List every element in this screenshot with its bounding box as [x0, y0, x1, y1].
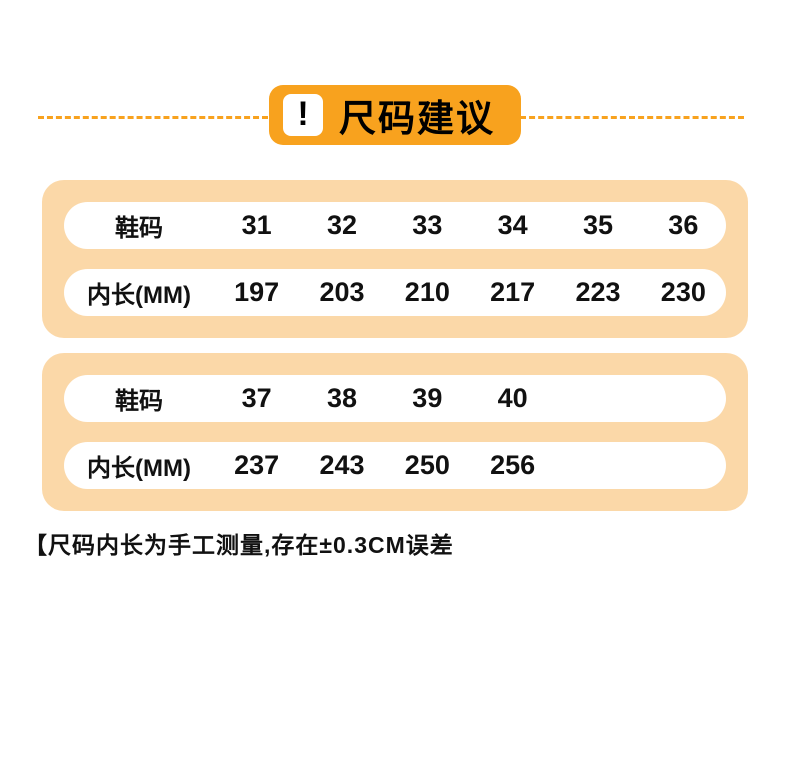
dashed-divider-left [38, 116, 268, 119]
row-label: 内长(MM) [87, 455, 191, 482]
size-cell: 36 [668, 210, 699, 240]
table-row-inner-length: 内长(MM) 197 203 210 217 223 230 [64, 269, 726, 316]
size-advice-badge: ! 尺码建议 [269, 85, 521, 145]
table-row-shoe-size: 鞋码 37 38 39 40 [64, 375, 726, 422]
size-cell: 33 [412, 210, 443, 240]
row-label: 鞋码 [115, 388, 163, 415]
length-cell: 203 [319, 277, 365, 307]
size-cell: 34 [497, 210, 528, 240]
length-cell: 217 [490, 277, 536, 307]
exclamation-icon: ! [283, 94, 323, 136]
size-table-31-36: 鞋码 31 32 33 34 35 36 内长(MM) 197 203 210 … [42, 180, 748, 338]
length-cell: 197 [234, 277, 280, 307]
size-advice-header: ! 尺码建议 [0, 85, 790, 145]
dashed-divider-right [520, 116, 744, 119]
length-cell: 237 [234, 450, 280, 480]
length-cell: 210 [404, 277, 450, 307]
table-row-shoe-size: 鞋码 31 32 33 34 35 36 [64, 202, 726, 249]
size-cell: 31 [241, 210, 272, 240]
size-cell: 37 [241, 383, 272, 413]
length-cell: 250 [404, 450, 450, 480]
table-row-inner-length: 内长(MM) 237 243 250 256 [64, 442, 726, 489]
size-table-37-40: 鞋码 37 38 39 40 内长(MM) 237 243 250 256 [42, 353, 748, 511]
length-cell: 223 [575, 277, 621, 307]
row-label: 鞋码 [115, 215, 163, 242]
length-cell: 256 [490, 450, 536, 480]
size-cell: 38 [326, 383, 358, 413]
measurement-note: 【尺码内长为手工测量,存在±0.3CM误差 [24, 532, 454, 558]
length-cell: 243 [319, 450, 365, 480]
row-label: 内长(MM) [87, 282, 191, 309]
size-cell: 32 [326, 210, 358, 240]
length-cell: 230 [660, 277, 706, 307]
page-title: 尺码建议 [339, 98, 495, 139]
size-cell: 39 [412, 383, 443, 413]
size-cell: 40 [497, 383, 528, 413]
size-cell: 35 [582, 210, 614, 240]
